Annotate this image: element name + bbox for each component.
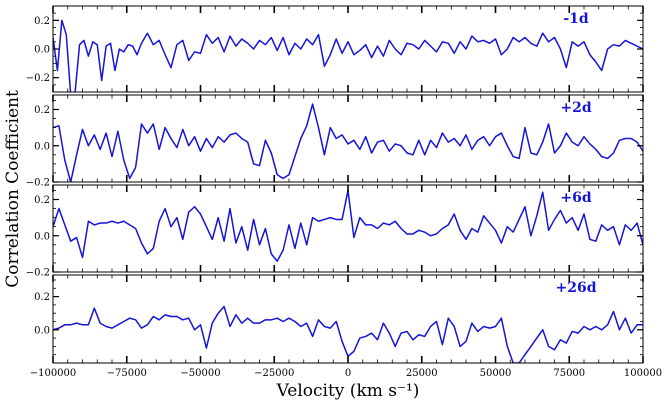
x-tick-label: −100000 bbox=[30, 368, 77, 379]
panel-4: 0.0 0.2 +26d bbox=[34, 274, 644, 364]
y-tick-label: 0.0 bbox=[34, 231, 50, 242]
x-tick-labels: −100000 −75000 −50000 −25000 0 25000 50000 7500… bbox=[30, 368, 662, 379]
y-tick-label: 0.0 bbox=[34, 45, 50, 56]
x-tick-label: 0 bbox=[345, 368, 351, 379]
x-tick-label: 100000 bbox=[624, 368, 662, 379]
panel-frame bbox=[52, 5, 644, 93]
y-tick-label: −0.2 bbox=[26, 73, 50, 84]
x-tick-label: −50000 bbox=[180, 368, 220, 379]
y-tick-label: 0.2 bbox=[34, 292, 50, 303]
x-axis-title: Velocity (km s⁻¹) bbox=[276, 381, 420, 401]
y-tick-label: 0.2 bbox=[34, 16, 50, 27]
y-tick-label: −0.2 bbox=[26, 268, 50, 279]
y-axis-title: Correlation Coefficient bbox=[3, 90, 23, 288]
panel-label: +26d bbox=[555, 280, 596, 296]
panel-3: −0.2 0.0 0.2 +6d bbox=[26, 184, 644, 279]
panel-label: -1d bbox=[563, 11, 589, 27]
panel-frame bbox=[52, 94, 644, 183]
x-tick-label: −25000 bbox=[254, 368, 294, 379]
y-tick-label: 0.2 bbox=[34, 195, 50, 206]
series-line-3 bbox=[53, 189, 643, 262]
x-tick-label: 75000 bbox=[553, 368, 585, 379]
panel-label: +2d bbox=[560, 100, 591, 116]
series-line-1 bbox=[53, 19, 643, 92]
panel-frame bbox=[52, 184, 644, 273]
panel-2: −0.2 0.0 0.2 +2d bbox=[26, 94, 644, 189]
series-line-4 bbox=[53, 305, 643, 363]
y-tick-label: −0.2 bbox=[26, 178, 50, 189]
y-tick-label: 0.2 bbox=[34, 105, 50, 116]
panel-label: +6d bbox=[560, 190, 591, 206]
x-tick-label: −75000 bbox=[107, 368, 147, 379]
panels: −0.2 0.0 0.2 -1d −0.2 0.0 0.2 +2d −0.2 0.0 0.2 +6d 0… bbox=[26, 5, 644, 364]
series-line-2 bbox=[53, 103, 643, 182]
panel-1: −0.2 0.0 0.2 -1d bbox=[26, 5, 644, 93]
x-tick-label: 50000 bbox=[480, 368, 512, 379]
y-tick-label: 0.0 bbox=[34, 325, 50, 336]
x-tick-label: 25000 bbox=[406, 368, 438, 379]
y-tick-label: 0.0 bbox=[34, 141, 50, 152]
